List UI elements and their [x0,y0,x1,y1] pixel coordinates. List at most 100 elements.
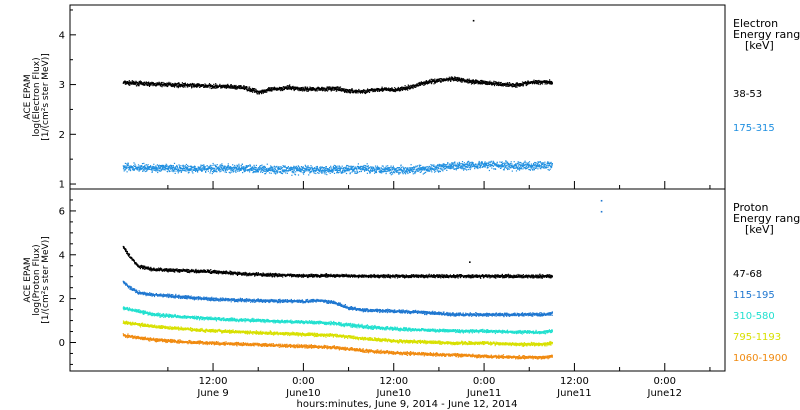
data-point [325,167,327,169]
data-point [429,169,431,171]
data-point [240,169,242,171]
data-point [540,163,542,165]
data-point [361,91,363,93]
data-point [516,165,518,167]
data-point [530,166,533,168]
data-point [126,167,128,169]
data-point [383,169,386,171]
data-point [315,170,317,172]
data-point [208,84,210,86]
data-point [482,165,484,167]
data-point [193,83,195,85]
data-point [350,165,352,167]
data-point [172,165,174,167]
data-point [460,79,462,81]
data-point [471,166,473,168]
data-point [277,171,279,173]
data-point [133,260,135,262]
data-point [136,85,138,87]
data-point [551,81,553,83]
data-point [294,173,296,175]
data-point [528,83,530,85]
data-point [476,82,478,84]
data-point [467,82,469,84]
data-point [184,169,186,171]
data-point [142,83,144,85]
data-point [335,169,337,171]
y-tick-label: 4 [59,30,65,41]
data-point [268,88,271,90]
data-point [536,165,538,167]
data-point [522,168,524,170]
data-point [448,165,451,167]
data-point [483,80,485,82]
y-axis-label-line: [1/(cm²s ster MeV)] [41,236,51,323]
data-point [501,163,503,165]
data-point [297,89,299,91]
data-point [390,169,392,172]
data-point [249,171,251,173]
data-point [143,169,145,171]
data-point [501,164,503,166]
data-point [401,171,403,173]
data-point [238,163,240,165]
data-point [332,170,334,172]
data-point [158,81,160,83]
data-point [527,166,530,168]
data-point [252,170,255,172]
data-point [176,166,178,168]
data-point [369,172,371,174]
data-point [259,167,262,169]
data-point [494,163,496,165]
data-point [208,83,211,85]
data-point [234,170,236,172]
data-point [511,163,513,165]
data-point [444,164,446,166]
data-point [165,84,167,86]
data-point [452,77,454,79]
data-point [525,84,527,86]
data-point [345,167,347,169]
data-point [457,78,459,80]
data-point [149,269,151,271]
data-point [323,172,325,174]
data-point [148,167,151,169]
data-point [127,81,129,83]
data-point [348,167,350,169]
data-point [354,89,356,92]
data-point [164,83,166,85]
data-point [123,166,125,168]
data-point [430,81,432,83]
data-point [221,86,223,89]
data-point [456,162,458,164]
data-point [280,89,282,91]
data-point [383,89,385,91]
data-point [312,87,314,89]
data-point [398,169,400,171]
data-point [499,82,501,84]
data-point [495,168,497,170]
data-point [497,83,499,85]
data-point [190,84,192,86]
data-point [271,167,273,169]
y-tick-label: 6 [59,206,65,217]
data-point [127,81,129,83]
data-point [508,164,510,166]
data-point [190,85,192,87]
data-point [501,83,503,85]
data-point [260,91,262,93]
data-point [139,169,141,171]
data-point [179,85,181,87]
data-point [319,166,321,168]
data-point [133,165,135,167]
data-point [283,88,285,90]
data-point [529,166,531,168]
data-point [236,87,238,89]
data-point [273,171,275,173]
data-point [370,166,372,168]
data-point [341,88,343,90]
data-point [491,84,493,86]
data-point [141,165,143,167]
data-point [333,86,335,88]
data-point [481,79,483,82]
